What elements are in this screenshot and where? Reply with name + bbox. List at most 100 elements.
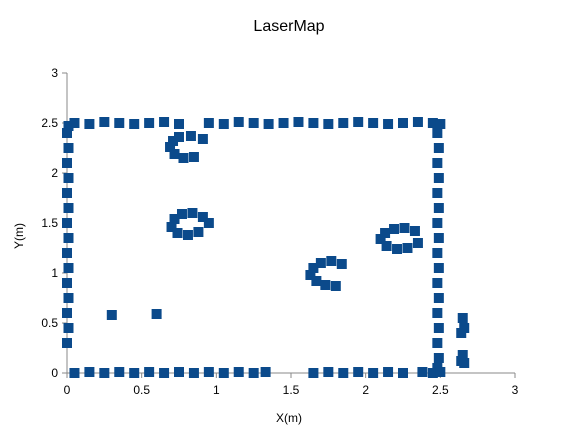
data-point — [432, 218, 443, 228]
data-point — [433, 203, 444, 213]
data-point — [159, 117, 170, 127]
data-point — [353, 117, 364, 127]
data-point — [99, 368, 110, 378]
data-point — [432, 158, 443, 168]
data-point — [457, 350, 468, 360]
x-tick-label: 3 — [512, 383, 519, 397]
data-point — [459, 358, 470, 368]
data-point — [166, 222, 177, 232]
data-point — [69, 368, 80, 378]
data-point — [433, 293, 444, 303]
data-point — [188, 368, 199, 378]
data-point — [433, 143, 444, 153]
y-tick-label: 2.5 — [41, 116, 58, 130]
data-point — [375, 234, 386, 244]
data-point — [114, 367, 125, 377]
data-point — [383, 367, 394, 377]
data-point — [63, 263, 74, 273]
x-tick-label: 0.5 — [133, 383, 150, 397]
data-point — [218, 368, 229, 378]
y-tick-label: 0.5 — [41, 316, 58, 330]
data-point — [456, 328, 467, 338]
data-point — [187, 208, 198, 218]
data-point — [114, 118, 125, 128]
x-tick-label: 1.5 — [283, 383, 300, 397]
data-point — [62, 308, 72, 318]
data-point — [323, 119, 334, 129]
data-point — [62, 188, 72, 198]
data-point — [63, 323, 74, 333]
data-point — [308, 263, 319, 273]
chart-title: LaserMap — [253, 18, 324, 35]
data-point — [433, 323, 444, 333]
data-point — [63, 233, 74, 243]
data-point — [63, 203, 74, 213]
data-point — [417, 367, 428, 377]
data-point — [63, 143, 74, 153]
y-tick-label: 1 — [51, 266, 58, 280]
data-point — [63, 173, 74, 183]
tick-labels: 0 0.5 1 1.5 2 2.5 3 0 0.5 1 1.5 2 2.5 3 — [41, 66, 518, 397]
data-point — [197, 134, 208, 144]
data-point — [263, 119, 274, 129]
data-point — [106, 310, 117, 320]
data-point — [278, 118, 289, 128]
data-point — [178, 153, 189, 163]
data-point — [432, 308, 443, 318]
data-point — [172, 228, 183, 238]
data-point — [433, 263, 444, 273]
data-point — [174, 367, 184, 377]
data-point — [144, 367, 155, 377]
y-tick-label: 1.5 — [41, 216, 58, 230]
data-point — [159, 368, 170, 378]
data-point — [457, 313, 468, 323]
x-tick-label: 2 — [362, 383, 369, 397]
data-point — [169, 214, 180, 224]
data-point — [412, 238, 423, 248]
data-point — [368, 118, 379, 128]
y-tick-label: 2 — [51, 166, 58, 180]
data-point — [412, 117, 423, 127]
data-point — [203, 218, 214, 228]
data-point — [84, 119, 95, 129]
data-point — [233, 117, 244, 127]
data-point — [308, 368, 319, 378]
data-point — [169, 149, 180, 159]
data-point — [432, 188, 443, 198]
data-point — [69, 118, 80, 128]
y-tick-label: 0 — [51, 366, 58, 380]
x-axis-title: X(m) — [276, 411, 302, 425]
data-point — [398, 118, 408, 128]
x-tick-label: 0 — [64, 383, 71, 397]
y-axis-title: Y(m) — [12, 223, 26, 249]
data-point — [432, 338, 443, 348]
data-point — [336, 259, 347, 269]
data-point — [433, 353, 444, 363]
data-point — [389, 224, 400, 234]
data-point — [62, 218, 72, 228]
data-point — [433, 173, 444, 183]
data-point — [338, 118, 349, 128]
data-point — [330, 281, 341, 291]
data-point — [399, 223, 410, 233]
data-point — [435, 367, 446, 377]
data-points — [62, 117, 470, 378]
data-point — [99, 117, 110, 127]
data-point — [353, 367, 364, 377]
x-tick-label: 2.5 — [432, 383, 449, 397]
data-point — [293, 117, 304, 127]
data-point — [176, 209, 187, 219]
data-point — [427, 368, 438, 378]
data-point — [203, 118, 214, 128]
data-point — [402, 243, 413, 253]
data-point — [308, 118, 319, 128]
data-point — [203, 367, 214, 377]
data-point — [182, 230, 193, 240]
y-tick-label: 3 — [51, 66, 58, 80]
data-point — [188, 152, 199, 162]
data-point — [432, 278, 443, 288]
data-point — [63, 121, 74, 131]
data-point — [84, 367, 95, 377]
data-point — [326, 256, 337, 266]
